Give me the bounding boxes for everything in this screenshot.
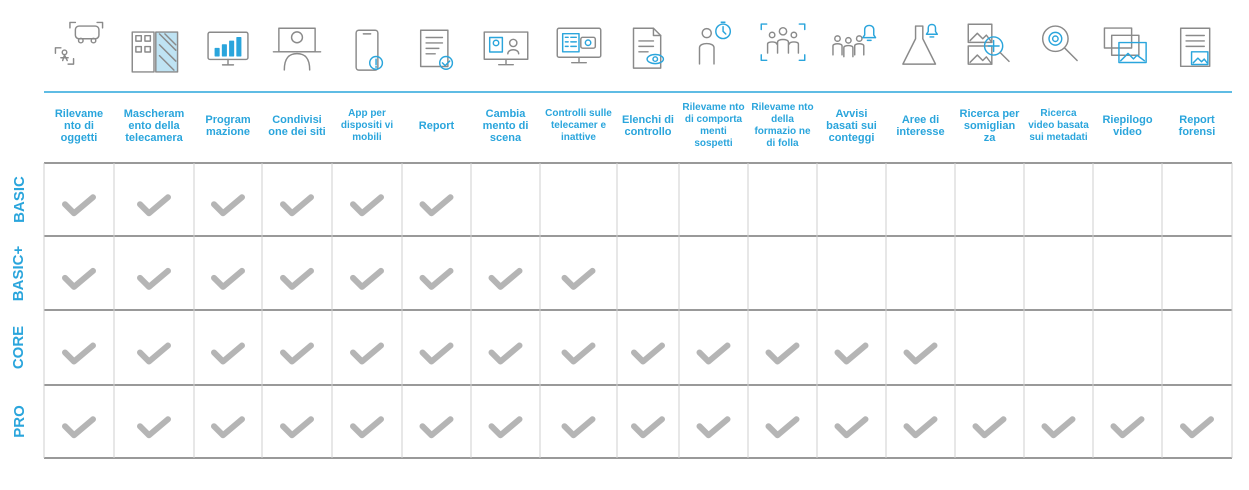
checkmark-icon (419, 267, 454, 290)
crowd-detection-icon (760, 23, 805, 62)
checkmark-icon (137, 342, 171, 365)
checkmark-icon (62, 416, 96, 439)
scene-change-icon (483, 31, 528, 66)
checkmark-icon (765, 342, 800, 365)
tier-label: CORE (4, 310, 34, 385)
site-sharing-icon (272, 27, 322, 71)
similarity-search-icon (967, 23, 1010, 65)
suspicious-behavior-icon (698, 21, 731, 65)
tier-label: BASIC (4, 163, 34, 236)
checkmark-icon (696, 342, 731, 365)
checkmark-icon (834, 416, 869, 439)
inactive-camera-icon (556, 27, 601, 64)
feature-header: Rilevame nto di comporta menti sospetti (682, 102, 745, 149)
checkmark-icon (211, 194, 245, 217)
report-icon (419, 29, 453, 70)
checkmark-icon (903, 342, 938, 365)
checkmark-icon (350, 194, 384, 217)
checkmark-icon (561, 416, 596, 439)
metadata-search-icon (1041, 25, 1078, 62)
feature-header: Report (418, 120, 455, 132)
checkmark-icon (765, 416, 800, 439)
tier-label-text: CORE (10, 325, 28, 370)
feature-header: Program mazione (205, 114, 251, 138)
area-of-interest-icon (901, 23, 938, 65)
checkmark-icon (419, 416, 454, 439)
video-summary-icon (1103, 27, 1147, 64)
checkmark-icon (137, 267, 171, 290)
checkmark-icon (211, 267, 245, 290)
checkmark-icon (350, 342, 384, 365)
watchlist-icon (632, 27, 665, 69)
checkmark-icon (834, 342, 869, 365)
feature-header: Aree di interesse (896, 114, 945, 138)
feature-header: App per dispositi vi mobili (340, 108, 394, 143)
feature-header: Rilevame nto di oggetti (54, 108, 104, 144)
feature-header: Condivisi one dei siti (268, 114, 326, 138)
tier-label-text: BASIC (10, 176, 28, 223)
checkmark-icon (631, 342, 665, 365)
checkmark-icon (561, 342, 596, 365)
scheduling-icon (207, 31, 249, 66)
checkmark-icon (488, 267, 523, 290)
checkmark-icon (488, 416, 523, 439)
checkmark-icon (280, 342, 314, 365)
checkmark-icon (419, 194, 454, 217)
checkmark-icon (350, 267, 384, 290)
checkmark-icon (62, 267, 96, 290)
checkmark-icon (350, 416, 384, 439)
checkmark-icon (631, 416, 665, 439)
feature-header: Report forensi (1178, 114, 1216, 138)
tier-label: PRO (4, 385, 34, 458)
feature-header: Controlli sulle telecamer e inattive (545, 108, 612, 143)
checkmark-icon (419, 342, 454, 365)
checkmark-icon (62, 342, 96, 365)
checkmark-icon (1041, 416, 1076, 439)
checkmark-icon (696, 416, 731, 439)
feature-header: Elenchi di controllo (622, 114, 674, 138)
feature-header: Rilevame nto della formazio ne di folla (751, 102, 814, 149)
feature-header: Cambia mento di scena (482, 108, 529, 144)
tier-label: BASIC+ (4, 236, 34, 310)
checkmark-icon (137, 416, 171, 439)
object-detection-icon (54, 21, 104, 65)
checkmark-icon (211, 342, 245, 365)
checkmark-icon (972, 416, 1007, 439)
checkmark-icon (1180, 416, 1214, 439)
tier-label-text: PRO (10, 405, 28, 438)
count-alert-icon (831, 24, 876, 58)
checkmark-icon (280, 267, 314, 290)
feature-header: Riepilogo video (1102, 114, 1153, 138)
checkmark-icon (280, 416, 314, 439)
checkmark-icon (137, 194, 171, 217)
feature-header: Ricerca video basata sui metadati (1028, 108, 1089, 143)
feature-header: Ricerca per somiglian za (959, 108, 1020, 144)
checkmark-icon (62, 194, 96, 217)
checkmark-icon (211, 416, 245, 439)
checkmark-icon (903, 416, 938, 439)
feature-header: Mascheram ento della telecamera (123, 108, 185, 144)
checkmark-icon (280, 194, 314, 217)
mobile-app-icon (355, 29, 384, 71)
feature-header: Avvisi basati sui conteggi (826, 108, 877, 144)
checkmark-icon (488, 342, 523, 365)
checkmark-icon (561, 267, 596, 290)
camera-masking-icon (131, 31, 179, 73)
forensic-report-icon (1179, 27, 1211, 68)
tier-label-text: BASIC+ (10, 245, 28, 301)
checkmark-icon (1110, 416, 1145, 439)
